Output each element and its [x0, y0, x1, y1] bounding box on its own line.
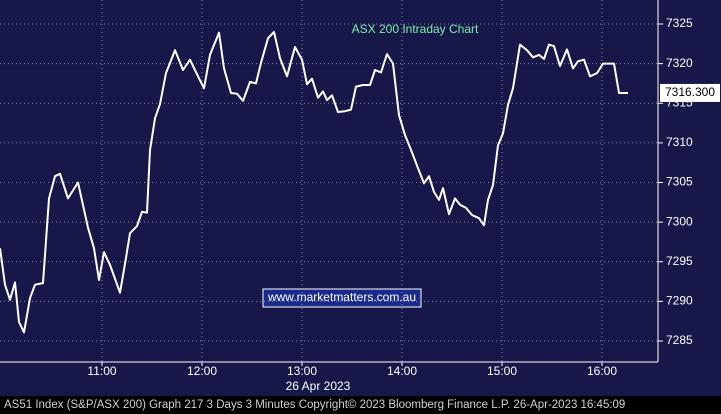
x-tick-label: 11:00 [87, 364, 116, 378]
y-tick-label: 7325 [666, 16, 693, 30]
x-tick-label: 13:00 [287, 364, 317, 378]
y-tick-label: 7285 [666, 333, 693, 347]
background [0, 0, 721, 396]
footer-text: AS51 Index (S&P/ASX 200) Graph 217 3 Day… [4, 399, 625, 411]
last-value-label: 7316.300 [665, 85, 715, 99]
y-tick-label: 7295 [666, 254, 693, 268]
x-tick-label: 16:00 [587, 364, 617, 378]
x-tick-label: 15:00 [487, 364, 517, 378]
y-tick-label: 7320 [666, 56, 693, 70]
y-tick-label: 7290 [666, 294, 693, 308]
watermark: www.marketmatters.com.au [267, 290, 416, 304]
x-axis-date: 26 Apr 2023 [286, 379, 351, 393]
x-tick-label: 12:00 [187, 364, 217, 378]
y-tick-label: 7305 [666, 175, 693, 189]
footer-bar [0, 396, 721, 414]
last-value-box [660, 83, 720, 102]
y-tick-label: 7300 [666, 214, 693, 228]
y-tick-label: 7310 [666, 135, 693, 149]
chart-title: ASX 200 Intraday Chart [352, 22, 479, 36]
watermark-box [262, 288, 422, 308]
price-line [0, 30, 628, 334]
x-tick-label: 14:00 [387, 364, 417, 378]
